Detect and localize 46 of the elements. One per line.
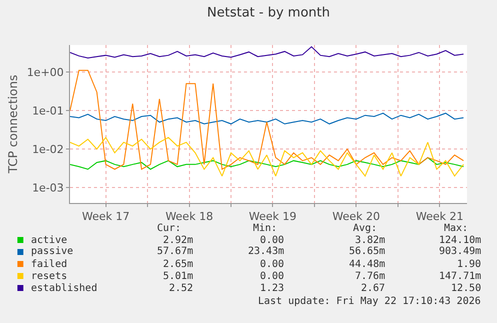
line-series <box>70 112 464 124</box>
text: Max: <box>444 223 468 234</box>
text: Last update: Fri May 22 17:10:43 2026 <box>258 296 481 307</box>
y-tick-label: 1e-02 <box>32 142 64 156</box>
line-series <box>70 136 464 177</box>
text: 5.01m <box>163 271 194 282</box>
text: 124.10m <box>439 235 482 246</box>
line-series <box>70 70 464 170</box>
text: Min: <box>253 223 278 234</box>
text: Avg: <box>353 223 378 234</box>
text: 23.43m <box>248 246 284 257</box>
line-series <box>70 157 464 170</box>
text: 12.50 <box>451 283 482 294</box>
y-tick-label: 1e-03 <box>32 182 64 194</box>
x-tick-label: Week 19 <box>248 210 297 224</box>
text: 2.65m <box>163 259 194 270</box>
y-axis-title: TCP connections <box>6 74 20 174</box>
legend-label: resets <box>31 271 68 282</box>
legend-label: active <box>31 235 68 246</box>
text: Cur: <box>157 223 182 234</box>
y-tick-label: 1e+00 <box>26 66 64 79</box>
text: 1.90 <box>457 259 482 270</box>
text: 2.67 <box>361 283 386 294</box>
x-tick-label: Week 20 <box>332 210 380 224</box>
chart-title: Netstat - by month <box>207 6 330 21</box>
legend-label: established <box>31 283 98 294</box>
text: 56.65m <box>349 246 386 257</box>
text: 2.92m <box>163 235 194 246</box>
text: 0.00 <box>260 271 284 282</box>
text: 1.23 <box>260 283 284 294</box>
text: 147.71m <box>439 271 482 282</box>
text: 2.52 <box>169 283 194 294</box>
legend-label: failed <box>31 259 68 270</box>
text: 0.00 <box>260 235 284 246</box>
text: 44.48m <box>349 259 386 270</box>
x-tick-label: Week 18 <box>165 210 214 224</box>
text: 57.67m <box>157 246 194 257</box>
text: 7.76m <box>355 271 386 282</box>
text: 903.49m <box>439 246 482 257</box>
x-tick-label: Week 17 <box>82 210 130 224</box>
x-tick-label: Week 21 <box>416 210 464 224</box>
y-tick-label: 1e-01 <box>32 104 64 118</box>
legend-label: passive <box>31 246 74 257</box>
line-series <box>70 46 464 59</box>
text: 3.82m <box>355 235 386 246</box>
text: 0.00 <box>260 259 284 270</box>
